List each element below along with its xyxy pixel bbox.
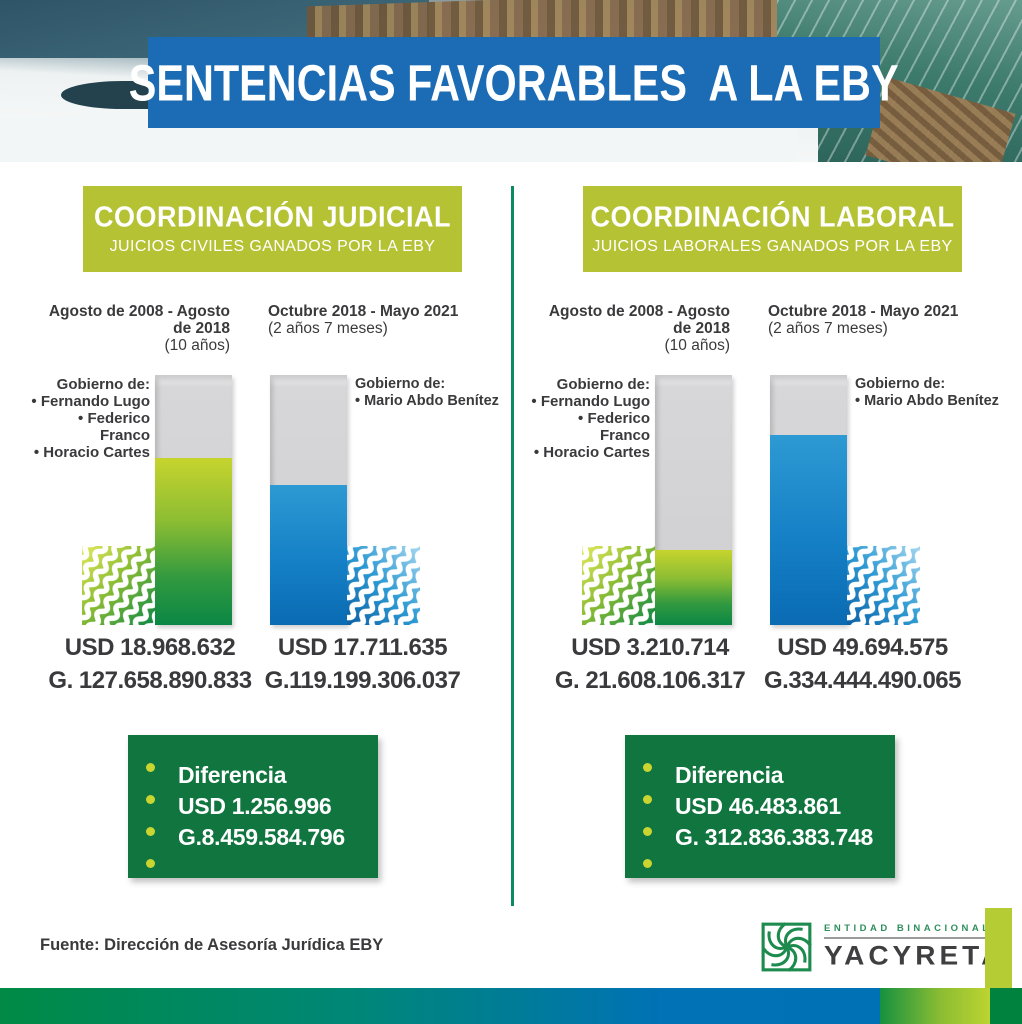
- difference-title: Diferencia: [675, 762, 784, 788]
- bar-fill-green: [155, 457, 232, 625]
- bar-fill-blue: [270, 485, 347, 625]
- dot: [146, 859, 155, 868]
- dot: [643, 827, 652, 836]
- period-label-2: Octubre 2018 - Mayo 2021 (2 años 7 meses…: [268, 303, 459, 337]
- difference-text: Diferencia USD 46.483.861 G. 312.836.383…: [675, 760, 873, 853]
- difference-gs: G. 312.836.383.748: [675, 824, 873, 850]
- section-title: COORDINACIÓN LABORAL: [590, 201, 955, 233]
- governments-label-left: Gobierno de: • Fernando Lugo • Federico …: [31, 376, 150, 461]
- title-banner: SENTENCIAS FAVORABLES A LA EBY: [129, 37, 899, 128]
- difference-text: Diferencia USD 1.256.996 G.8.459.584.796: [178, 760, 345, 853]
- period-label-1: Agosto de 2008 - Agosto de 2018 (10 años…: [48, 303, 230, 354]
- values-period-1: USD 18.968.632 G. 127.658.890.833: [15, 632, 285, 697]
- dot: [146, 827, 155, 836]
- section-laboral: COORDINACIÓN LABORAL JUICIOS LABORALES G…: [530, 186, 999, 906]
- bar-fill-blue: [770, 435, 847, 625]
- values-period-2: USD 17.711.635 G.119.199.306.037: [235, 632, 490, 697]
- section-header-judicial: COORDINACIÓN JUDICIAL JUICIOS CIVILES GA…: [83, 186, 462, 272]
- difference-gs: G.8.459.584.796: [178, 824, 345, 850]
- usd-value: USD 49.694.575: [777, 634, 948, 661]
- logo-entity-text: ENTIDAD BINACIONAL: [824, 922, 992, 934]
- wave-pattern-green: [82, 546, 155, 625]
- footer-gradient-bar: [0, 988, 1022, 1024]
- period-label-1: Agosto de 2008 - Agosto de 2018 (10 años…: [548, 303, 730, 354]
- dam-photo-banner: SENTENCIAS FAVORABLES A LA EBY: [0, 0, 1022, 162]
- page-title: SENTENCIAS FAVORABLES A LA EBY: [129, 53, 899, 112]
- section-title: COORDINACIÓN JUDICIAL: [93, 201, 451, 233]
- right-accent-strip: [985, 908, 1012, 988]
- wave-pattern-green: [582, 546, 655, 625]
- yacyreta-swirl-icon: [761, 922, 812, 972]
- difference-title: Diferencia: [178, 762, 287, 788]
- section-subtitle: JUICIOS LABORALES GANADOS POR LA EBY: [592, 238, 953, 255]
- dot: [146, 763, 155, 772]
- wave-pattern-blue: [847, 546, 920, 625]
- footer-dark-green: [990, 988, 1022, 1024]
- difference-dots: [146, 763, 155, 868]
- values-period-2: USD 49.694.575 G.334.444.490.065: [735, 632, 990, 697]
- footer-gradient-lime: [880, 988, 990, 1024]
- section-judicial: COORDINACIÓN JUDICIAL JUICIOS CIVILES GA…: [30, 186, 499, 906]
- usd-value: USD 18.968.632: [64, 634, 236, 661]
- bar-period-1: [155, 375, 232, 625]
- values-period-1: USD 3.210.714 G. 21.608.106.317: [515, 632, 785, 697]
- guarani-value: G.334.444.490.065: [763, 667, 962, 694]
- governments-label-left: Gobierno de: • Fernando Lugo • Federico …: [531, 376, 650, 461]
- usd-value: USD 17.711.635: [277, 634, 448, 661]
- bar-period-2: [770, 375, 847, 625]
- guarani-value: G.119.199.306.037: [264, 667, 461, 694]
- period-label-2: Octubre 2018 - Mayo 2021 (2 años 7 meses…: [768, 303, 959, 337]
- dot: [643, 795, 652, 804]
- wave-pattern-blue: [347, 546, 420, 625]
- bar-fill-green: [655, 550, 732, 625]
- logo-name-text: YACYRETA: [824, 940, 1006, 970]
- bar-period-1: [655, 375, 732, 625]
- difference-usd: USD 46.483.861: [675, 793, 841, 819]
- yacyreta-logo: ENTIDAD BINACIONAL YACYRETA: [760, 920, 1006, 974]
- difference-usd: USD 1.256.996: [178, 793, 332, 819]
- guarani-value: G. 21.608.106.317: [554, 667, 746, 694]
- guarani-value: G. 127.658.890.833: [48, 667, 252, 694]
- source-note: Fuente: Dirección de Asesoría Jurídica E…: [40, 936, 384, 954]
- difference-dots: [643, 763, 652, 868]
- logo-rule: [824, 936, 1006, 939]
- dot: [643, 859, 652, 868]
- difference-box: Diferencia USD 1.256.996 G.8.459.584.796: [128, 735, 378, 878]
- governments-label-right: Gobierno de: • Mario Abdo Benítez: [355, 376, 499, 409]
- bar-period-2: [270, 375, 347, 625]
- footer-gradient-green-blue: [0, 988, 880, 1024]
- column-divider: [511, 186, 514, 906]
- dot: [146, 795, 155, 804]
- difference-box: Diferencia USD 46.483.861 G. 312.836.383…: [625, 735, 895, 878]
- dot: [643, 763, 652, 772]
- usd-value: USD 3.210.714: [571, 634, 729, 661]
- governments-label-right: Gobierno de: • Mario Abdo Benítez: [855, 376, 999, 409]
- section-header-laboral: COORDINACIÓN LABORAL JUICIOS LABORALES G…: [583, 186, 962, 272]
- section-subtitle: JUICIOS CIVILES GANADOS POR LA EBY: [109, 238, 436, 255]
